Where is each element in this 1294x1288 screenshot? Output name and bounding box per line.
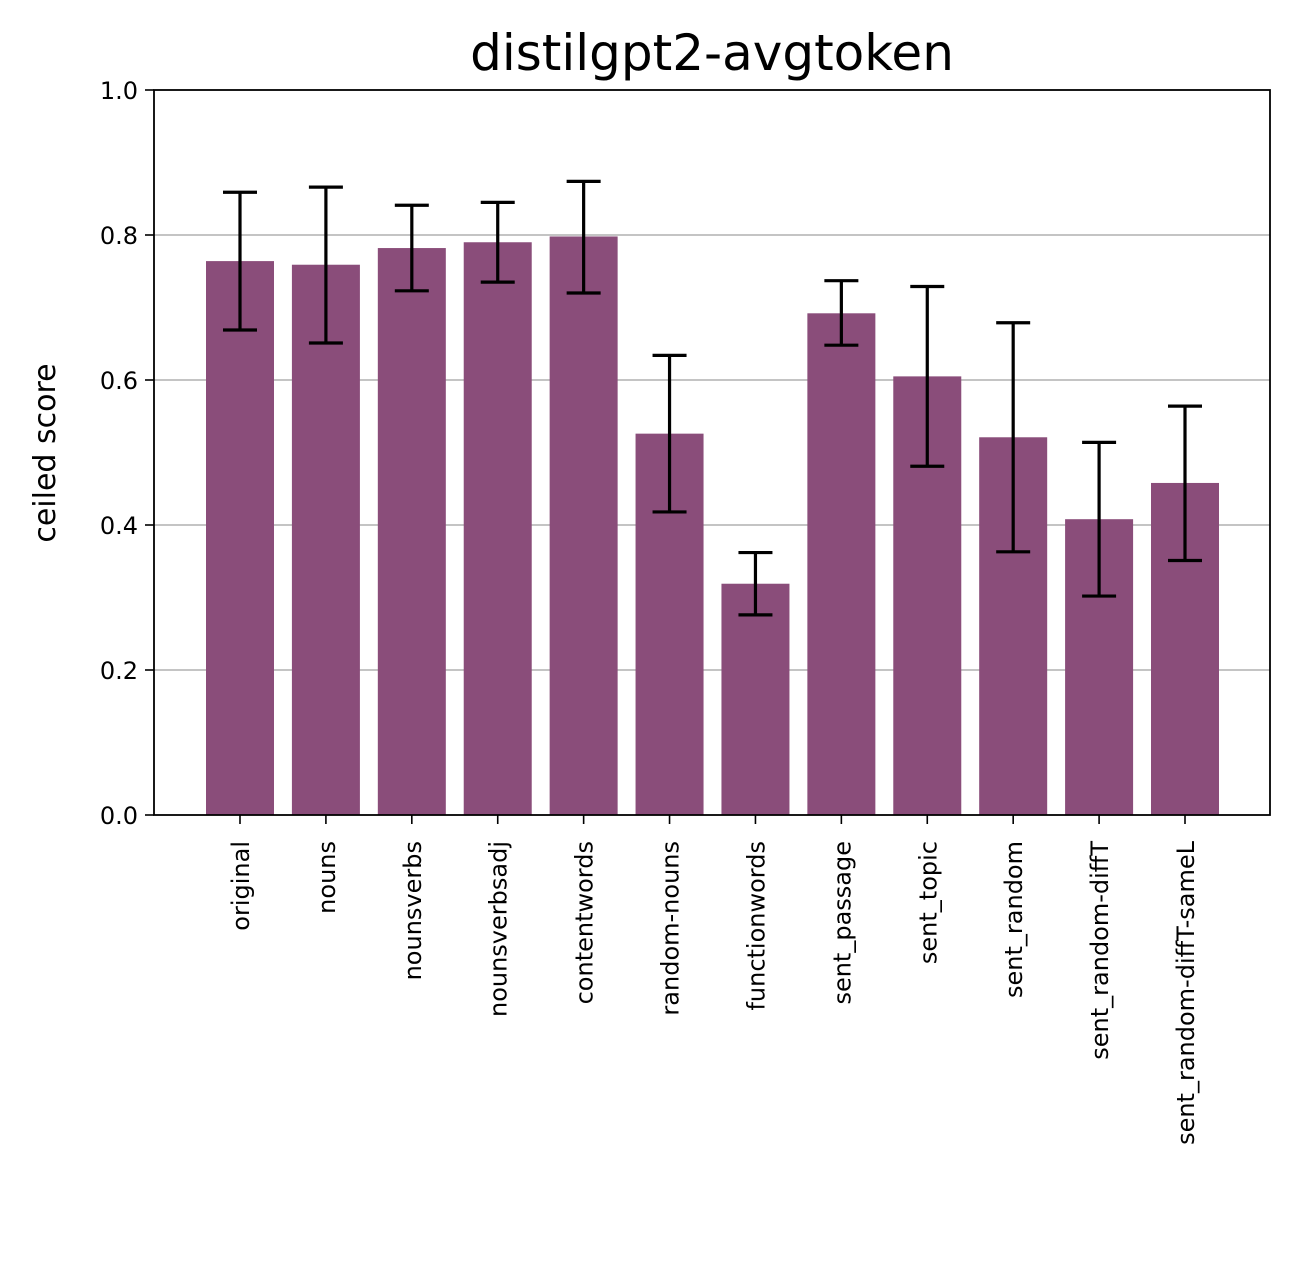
y-tick-label: 0.4 <box>100 512 138 540</box>
y-tick-label: 0.2 <box>100 657 138 685</box>
y-tick-label: 0.8 <box>100 222 138 250</box>
x-tick-label: sent_random-diffT-sameL <box>1172 840 1200 1145</box>
bar-nounsverbs <box>377 248 446 816</box>
error-bars <box>223 179 1202 617</box>
x-tick-label: sent_random-diffT <box>1086 841 1114 1060</box>
bar-nouns <box>291 264 360 816</box>
y-tick-label: 0.6 <box>100 367 138 395</box>
x-tick-label: nounsverbs <box>399 841 427 980</box>
x-tick-label: nounsverbsadj <box>485 841 513 1017</box>
y-tick-label: 0.0 <box>100 802 138 830</box>
y-tick-label: 1.0 <box>100 77 138 105</box>
bar-original <box>206 261 274 816</box>
x-tick-label: sent_passage <box>828 841 856 1005</box>
x-tick-label: original <box>227 841 255 931</box>
x-tick-label: random-nouns <box>657 841 685 1016</box>
y-axis-label: ceiled score <box>28 363 63 542</box>
bar-nounsverbsadj <box>463 242 532 815</box>
bar-functionwords <box>721 583 790 815</box>
x-tick-label: functionwords <box>742 841 770 1011</box>
x-tick-label: nouns <box>313 841 341 914</box>
x-tick-label: sent_topic <box>914 841 942 964</box>
plot-frame <box>153 89 1271 816</box>
bars <box>206 236 1219 816</box>
bar-sent_passage <box>807 313 876 815</box>
chart-title: distilgpt2-avgtoken <box>470 24 954 82</box>
x-tick-label: contentwords <box>571 841 599 1004</box>
bar-contentwords <box>549 236 618 815</box>
axes: 0.0 0.2 0.4 0.6 0.8 1.0 original nouns nounsverb… <box>100 77 1271 1145</box>
x-tick-label: sent_random <box>1000 841 1028 998</box>
